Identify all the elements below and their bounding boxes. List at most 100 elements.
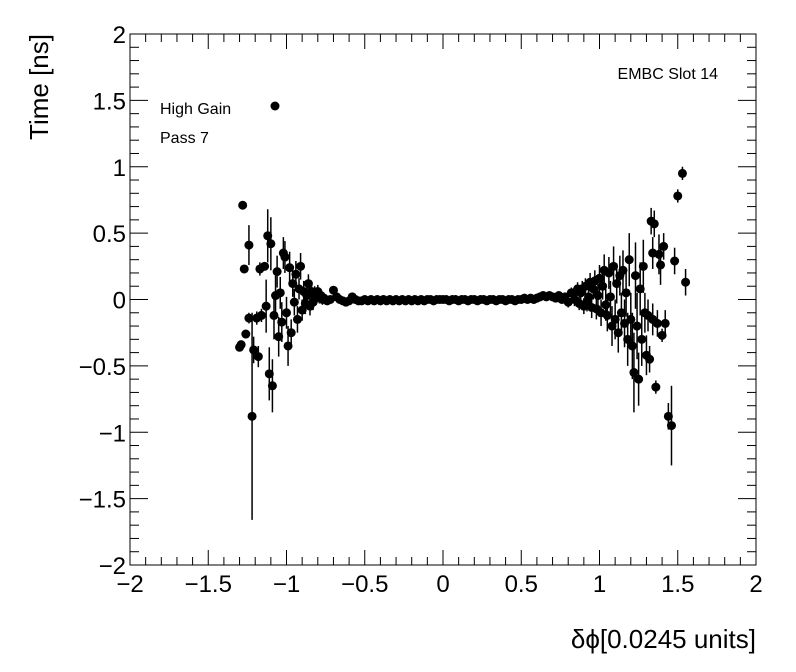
legend-marker bbox=[270, 101, 280, 111]
data-point bbox=[670, 256, 680, 266]
data-point bbox=[602, 310, 612, 320]
data-point bbox=[277, 317, 287, 327]
data-point bbox=[652, 318, 662, 328]
data-point bbox=[256, 310, 266, 320]
data-point bbox=[605, 292, 615, 302]
data-point bbox=[274, 332, 284, 342]
data-point bbox=[621, 288, 631, 298]
data-points bbox=[235, 168, 691, 431]
x-tick-label: 1.5 bbox=[661, 571, 694, 598]
data-point bbox=[660, 318, 670, 328]
data-point bbox=[267, 381, 277, 391]
data-point bbox=[673, 191, 683, 201]
data-point bbox=[263, 231, 273, 241]
data-point bbox=[241, 329, 251, 339]
legend: High Gain Pass 7 bbox=[160, 101, 280, 147]
data-point bbox=[613, 328, 623, 338]
data-point bbox=[601, 300, 611, 310]
data-point bbox=[635, 284, 645, 294]
data-point bbox=[266, 239, 276, 249]
data-point bbox=[247, 411, 257, 421]
data-point bbox=[609, 261, 619, 271]
error-bars bbox=[238, 166, 687, 520]
y-tick-label: −0.5 bbox=[79, 354, 126, 381]
data-point bbox=[604, 268, 614, 278]
legend-entry-pass: Pass 7 bbox=[160, 130, 209, 147]
data-point bbox=[289, 297, 299, 307]
data-point bbox=[616, 308, 626, 318]
x-tick-label: −0.5 bbox=[341, 571, 388, 598]
data-point bbox=[291, 269, 301, 279]
data-point bbox=[634, 374, 644, 384]
data-point bbox=[663, 411, 673, 421]
data-point bbox=[627, 341, 637, 351]
data-point bbox=[239, 264, 249, 274]
y-tick-label: 0 bbox=[113, 288, 126, 315]
data-point bbox=[630, 271, 640, 281]
chart-annotation: EMBC Slot 14 bbox=[618, 66, 719, 83]
data-point bbox=[651, 382, 661, 392]
x-tick-label: −2 bbox=[116, 571, 143, 598]
data-point bbox=[296, 261, 306, 271]
data-point bbox=[584, 292, 594, 302]
data-point bbox=[638, 261, 648, 271]
axis-ticks bbox=[129, 33, 757, 566]
data-point bbox=[236, 340, 246, 350]
legend-entry-high-gain: High Gain bbox=[160, 101, 231, 118]
data-point bbox=[677, 168, 687, 178]
data-point bbox=[595, 273, 604, 283]
data-point bbox=[637, 334, 647, 344]
y-axis-title: Time [ns] bbox=[24, 34, 54, 140]
y-tick-label: 2 bbox=[113, 22, 126, 49]
data-point bbox=[244, 240, 254, 250]
data-point bbox=[272, 267, 282, 277]
data-point bbox=[280, 252, 290, 262]
data-point bbox=[249, 345, 259, 355]
y-tick-label: −2 bbox=[99, 553, 126, 580]
data-point bbox=[598, 281, 608, 291]
data-point bbox=[656, 260, 666, 270]
x-tick-label: −1 bbox=[273, 571, 300, 598]
data-point bbox=[253, 352, 263, 362]
x-tick-label: 2 bbox=[749, 571, 762, 598]
tick-labels: −2 −1.5 −1 −0.5 0 0.5 1 1.5 2 −2 −1.5 −1 −0.5 0 0.5 1 1.… bbox=[79, 22, 763, 598]
data-point bbox=[292, 314, 302, 324]
data-point bbox=[632, 321, 642, 331]
data-point bbox=[657, 330, 667, 340]
data-point bbox=[649, 219, 659, 229]
data-point bbox=[286, 328, 296, 338]
data-point bbox=[283, 341, 293, 351]
data-point bbox=[303, 279, 313, 289]
data-point bbox=[261, 301, 271, 311]
data-point bbox=[610, 314, 620, 324]
data-point bbox=[612, 279, 622, 289]
data-point bbox=[626, 314, 636, 324]
y-tick-label: 1 bbox=[113, 155, 126, 182]
data-point bbox=[260, 261, 270, 271]
x-tick-label: 1 bbox=[593, 571, 606, 598]
data-point bbox=[623, 334, 633, 344]
data-point bbox=[269, 310, 279, 320]
data-point bbox=[618, 265, 628, 275]
x-tick-label: 0.5 bbox=[505, 571, 538, 598]
y-tick-label: −1.5 bbox=[79, 487, 126, 514]
data-point bbox=[593, 291, 603, 301]
y-tick-label: 0.5 bbox=[93, 221, 126, 248]
data-point bbox=[645, 354, 655, 364]
x-tick-label: −1.5 bbox=[185, 571, 232, 598]
data-point bbox=[666, 421, 676, 431]
data-point bbox=[285, 263, 295, 273]
data-point bbox=[659, 241, 669, 251]
data-point bbox=[681, 277, 691, 287]
data-point bbox=[629, 368, 639, 378]
data-point bbox=[282, 308, 291, 318]
data-point bbox=[654, 249, 664, 259]
data-point bbox=[588, 284, 598, 294]
y-tick-label: 1.5 bbox=[93, 88, 126, 115]
data-point bbox=[238, 200, 248, 210]
data-point bbox=[288, 279, 298, 289]
data-point bbox=[275, 288, 285, 298]
x-axis-title: δϕ[0.0245 units] bbox=[571, 624, 756, 654]
y-tick-label: −1 bbox=[99, 420, 126, 447]
